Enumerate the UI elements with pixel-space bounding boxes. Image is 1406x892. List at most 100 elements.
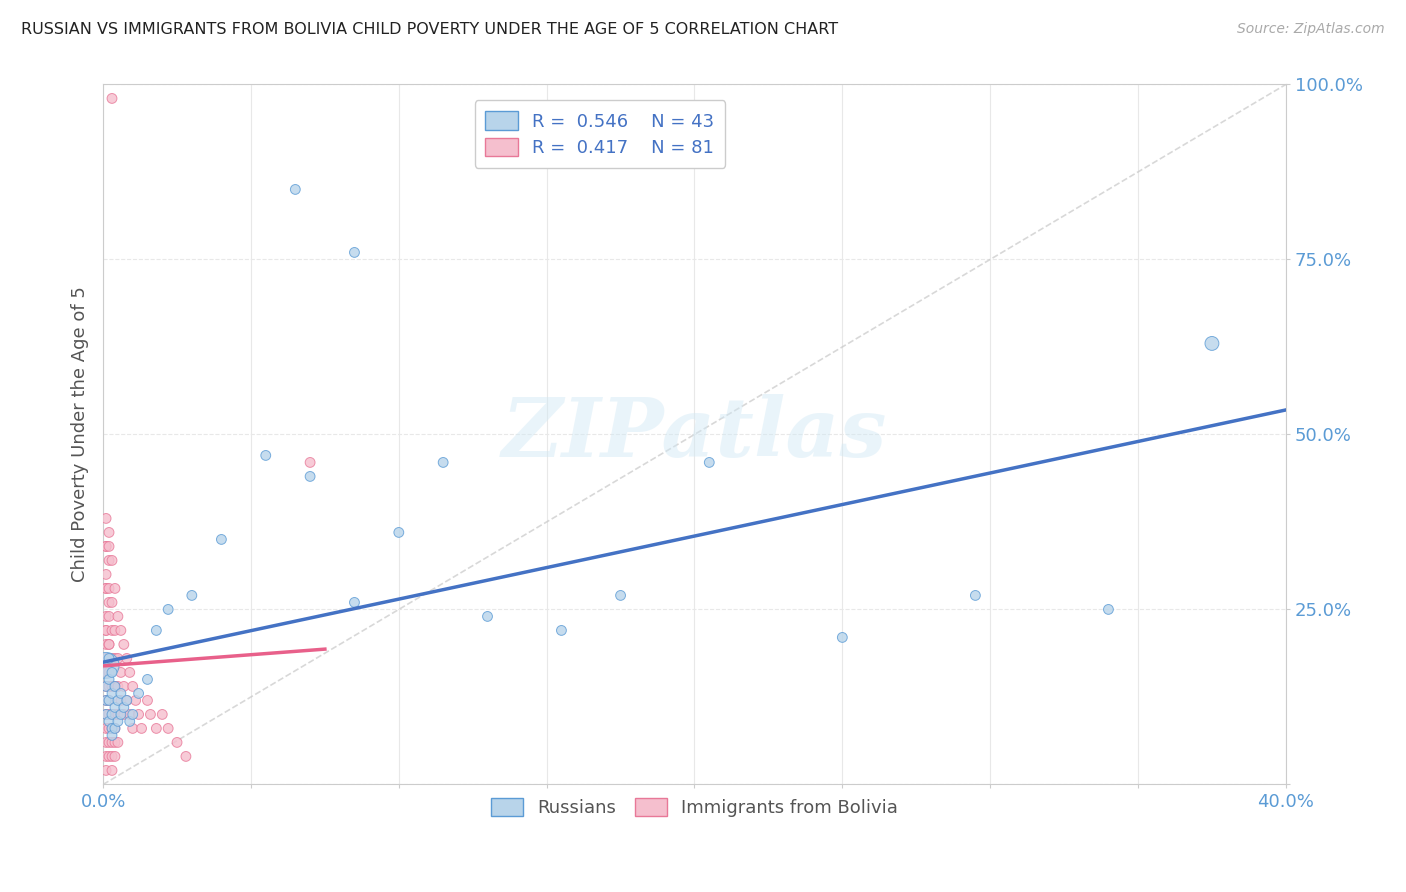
Point	[110, 686, 132, 700]
Point	[104, 700, 127, 714]
Point	[118, 707, 141, 722]
Point	[104, 749, 127, 764]
Point	[139, 707, 162, 722]
Point	[104, 722, 127, 736]
Point	[94, 707, 117, 722]
Point	[107, 609, 129, 624]
Point	[101, 680, 124, 694]
Point	[128, 686, 150, 700]
Point	[299, 455, 322, 469]
Point	[110, 665, 132, 680]
Point	[94, 749, 117, 764]
Point	[104, 707, 127, 722]
Point	[98, 707, 121, 722]
Legend: Russians, Immigrants from Bolivia: Russians, Immigrants from Bolivia	[484, 790, 905, 824]
Point	[101, 553, 124, 567]
Point	[98, 637, 121, 651]
Point	[94, 582, 117, 596]
Point	[101, 722, 124, 736]
Point	[107, 714, 129, 729]
Point	[101, 665, 124, 680]
Point	[98, 735, 121, 749]
Point	[157, 722, 180, 736]
Point	[101, 651, 124, 665]
Point	[101, 722, 124, 736]
Point	[98, 525, 121, 540]
Point	[107, 651, 129, 665]
Point	[136, 673, 159, 687]
Point	[101, 91, 124, 105]
Point	[115, 693, 138, 707]
Point	[104, 680, 127, 694]
Point	[609, 589, 631, 603]
Point	[94, 540, 117, 554]
Point	[94, 637, 117, 651]
Point	[104, 582, 127, 596]
Point	[550, 624, 572, 638]
Point	[94, 658, 117, 673]
Point	[98, 749, 121, 764]
Point	[110, 707, 132, 722]
Point	[98, 609, 121, 624]
Point	[112, 707, 135, 722]
Point	[104, 680, 127, 694]
Point	[98, 665, 121, 680]
Point	[94, 693, 117, 707]
Point	[98, 651, 121, 665]
Point	[101, 735, 124, 749]
Text: RUSSIAN VS IMMIGRANTS FROM BOLIVIA CHILD POVERTY UNDER THE AGE OF 5 CORRELATION : RUSSIAN VS IMMIGRANTS FROM BOLIVIA CHILD…	[21, 22, 838, 37]
Point	[94, 624, 117, 638]
Point	[101, 764, 124, 778]
Point	[101, 595, 124, 609]
Point	[343, 595, 366, 609]
Point	[118, 665, 141, 680]
Point	[432, 455, 454, 469]
Point	[128, 707, 150, 722]
Point	[343, 245, 366, 260]
Point	[101, 707, 124, 722]
Point	[115, 693, 138, 707]
Point	[94, 609, 117, 624]
Point	[94, 722, 117, 736]
Point	[115, 651, 138, 665]
Point	[254, 449, 277, 463]
Point	[110, 693, 132, 707]
Point	[98, 673, 121, 687]
Point	[112, 680, 135, 694]
Point	[284, 182, 307, 196]
Y-axis label: Child Poverty Under the Age of 5: Child Poverty Under the Age of 5	[72, 286, 89, 582]
Point	[477, 609, 499, 624]
Point	[94, 764, 117, 778]
Point	[98, 582, 121, 596]
Point	[94, 511, 117, 525]
Point	[388, 525, 411, 540]
Point	[98, 595, 121, 609]
Point	[104, 624, 127, 638]
Point	[94, 735, 117, 749]
Point	[98, 693, 121, 707]
Point	[180, 589, 202, 603]
Point	[166, 735, 188, 749]
Point	[831, 631, 853, 645]
Text: Source: ZipAtlas.com: Source: ZipAtlas.com	[1237, 22, 1385, 37]
Point	[94, 665, 117, 680]
Point	[107, 707, 129, 722]
Point	[94, 651, 117, 665]
Point	[94, 680, 117, 694]
Point	[107, 693, 129, 707]
Point	[112, 637, 135, 651]
Point	[174, 749, 197, 764]
Point	[94, 582, 117, 596]
Point	[145, 624, 167, 638]
Point	[124, 693, 146, 707]
Point	[98, 722, 121, 736]
Point	[101, 728, 124, 742]
Point	[112, 700, 135, 714]
Point	[98, 553, 121, 567]
Point	[98, 693, 121, 707]
Point	[94, 540, 117, 554]
Point	[98, 680, 121, 694]
Point	[94, 567, 117, 582]
Point	[136, 693, 159, 707]
Point	[121, 707, 143, 722]
